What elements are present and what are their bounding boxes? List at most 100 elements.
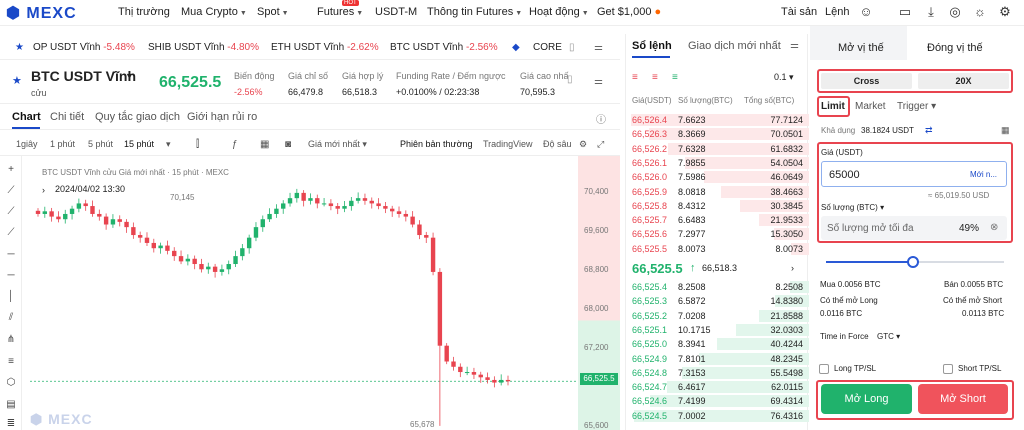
orderbook-row[interactable]: 66,525.4 8.2508 8.2508 [626,280,809,294]
message-icon[interactable]: ▭ [898,4,912,19]
mexc-logo[interactable]: ⬢ MEXC [6,5,77,22]
orderbook-row[interactable]: 66,526.1 7.9855 54.0504 [626,156,809,170]
order-type-market[interactable]: Market [855,101,886,112]
measure-icon[interactable]: ▤ [6,399,16,410]
orderbook-row[interactable]: 66,524.7 6.4617 62.0115 [626,380,809,394]
nav-usdt-m[interactable]: USDT-M [375,6,418,18]
chevron-right-icon[interactable]: › [791,263,794,273]
vertical-line-icon[interactable]: │ [7,291,15,302]
orderbook-row[interactable]: 66,526.3 8.3669 70.0501 [626,127,809,141]
favorite-star-icon[interactable]: ★ [12,75,22,87]
tif-select[interactable]: GTC ▾ [877,332,901,341]
tab-close-position[interactable]: Đóng vị thế [927,42,983,54]
trendline-icon[interactable]: ⟋ [7,185,15,196]
view-bids-icon[interactable]: ≡ [672,72,678,83]
transfer-icon[interactable]: ⇄ [925,125,933,135]
nav-markets[interactable]: Thị trường [118,6,170,18]
nav-orders[interactable]: Lệnh [825,6,850,18]
tab-orderbook[interactable]: Sổ lệnh [632,40,672,52]
horizontal-line-icon[interactable]: ─ [7,249,15,260]
margin-mode-button[interactable]: Cross [821,73,912,89]
orderbook-row[interactable]: 66,526.2 7.6328 61.6832 [626,142,809,156]
ray-icon[interactable]: ⟋ [7,206,15,217]
view-tradingview[interactable]: TradingView [483,139,533,149]
settings-icon[interactable]: ⚙ [579,139,588,149]
fib-icon[interactable]: ≡ [8,356,14,367]
interval-15m[interactable]: 15 phút [124,139,155,149]
nav-get-1000[interactable]: Get $1,000 ● [597,6,661,18]
orderbook-row[interactable]: 66,526.4 7.6623 77.7124 [626,113,809,127]
orderbook-row[interactable]: 66,525.8 8.4312 30.3845 [626,199,809,213]
orderbook-row[interactable]: 66,524.8 7.3153 55.5498 [626,366,809,380]
interval-1m[interactable]: 1 phút [50,139,76,149]
collapse-chevron-icon[interactable]: › [42,185,45,195]
scroll-right-icon[interactable]: ▯ [567,74,573,85]
orderbook-row[interactable]: 66,524.5 7.0002 76.4316 [626,409,809,423]
open-long-button[interactable]: Mở Long [821,384,912,414]
calculator-icon[interactable]: ▦ [1001,125,1010,135]
orderbook-row[interactable]: 66,524.6 7.4199 69.4314 [626,394,809,408]
globe-icon[interactable]: ◎ [949,4,961,19]
filter-icon[interactable]: ⚌ [594,42,603,53]
text-icon[interactable]: ≣ [6,418,16,429]
tab-recent-trades[interactable]: Giao dịch mới nhất [688,40,781,52]
orderbook-row[interactable]: 66,526.0 7.5986 46.0649 [626,170,809,184]
orderbook-row[interactable]: 66,524.9 7.8101 48.2345 [626,352,809,366]
nav-assets[interactable]: Tài sản [781,6,818,18]
step-select[interactable]: 0.1 ▾ [774,72,794,82]
chevron-down-icon[interactable]: ▾ [166,139,171,149]
layout-icon[interactable]: ▦ [260,139,270,150]
orderbook-row[interactable]: 66,525.6 7.2977 15.3050 [626,227,809,241]
indicators-icon[interactable]: ƒ [232,139,238,150]
download-icon[interactable]: ⤓ [928,4,934,19]
orderbook-row[interactable]: 66,525.3 6.5872 14.8380 [626,294,809,308]
short-tpsl-checkbox[interactable] [943,364,953,374]
fullscreen-icon[interactable]: ⤢ [597,139,605,149]
orderbook-row[interactable]: 66,525.2 7.0208 21.8588 [626,309,809,323]
tab-trading-rules[interactable]: Quy tắc giao dịch [95,111,180,123]
channel-icon[interactable]: ⫽ [8,312,14,323]
tab-open-position[interactable] [810,26,907,60]
nav-activity[interactable]: Hoạt động ▼ [529,6,589,18]
price-chart[interactable]: BTC USDT Vĩnh cửu Giá mới nhất · 15 phút… [0,156,620,430]
ticker-next-icon[interactable]: ▯ [569,42,575,53]
interval-1s[interactable]: 1giây [16,139,38,149]
open-short-button[interactable]: Mở Short [918,384,1008,414]
chevron-down-icon[interactable]: ▼ [125,71,134,81]
ticker-item[interactable]: OP USDT Vĩnh -5.48% [33,42,135,53]
price-type-select[interactable]: Giá mới nhất ▾ [308,139,367,149]
filter-icon[interactable]: ⚌ [790,40,799,51]
latest-price-button[interactable]: Mới n... [970,170,998,179]
nav-futures[interactable]: Futures ▼ [317,6,363,18]
leverage-button[interactable]: 20X [918,73,1009,89]
view-both-icon[interactable]: ≡ [632,72,638,83]
clear-icon[interactable]: ⊗ [990,222,999,233]
settings-icon[interactable]: ⚙ [999,4,1011,19]
view-depth[interactable]: Độ sâu [543,139,572,149]
ticker-item[interactable]: SHIB USDT Vĩnh -4.80% [148,42,259,53]
ticker-item[interactable]: ETH USDT Vĩnh -2.62% [271,42,379,53]
slider-handle[interactable] [907,256,920,268]
price-input[interactable] [821,161,1007,187]
crosshair-icon[interactable]: + [8,164,14,175]
orderbook-row[interactable]: 66,525.5 8.0073 8.0073 [626,242,809,256]
tab-details[interactable]: Chi tiết [50,111,85,123]
qty-input[interactable] [821,216,1007,240]
view-standard[interactable]: Phiên bản thường [400,139,473,149]
extended-line-icon[interactable]: ⟋ [7,227,15,238]
camera-icon[interactable]: ◙ [285,139,292,150]
order-type-trigger[interactable]: Trigger ▾ [897,101,937,112]
theme-icon[interactable]: ☼ [974,4,986,19]
order-type-limit[interactable]: Limit [821,101,845,112]
ticker-item[interactable]: CORE [533,42,562,53]
nav-buy-crypto[interactable]: Mua Crypto ▼ [181,6,247,18]
orderbook-row[interactable]: 66,525.9 8.0818 38.4663 [626,185,809,199]
tab-risk-limit[interactable]: Giới hạn rủi ro [187,111,258,123]
tab-chart[interactable]: Chart [12,111,41,123]
interval-5m[interactable]: 5 phút [88,139,114,149]
candle-type-icon[interactable]: ⫿ [196,139,200,150]
user-icon[interactable]: ☺ [859,4,873,19]
filter-icon[interactable]: ⚌ [594,76,603,87]
pitchfork-icon[interactable]: ⋔ [6,334,16,345]
horizontal-ray-icon[interactable]: ─ [7,270,15,281]
